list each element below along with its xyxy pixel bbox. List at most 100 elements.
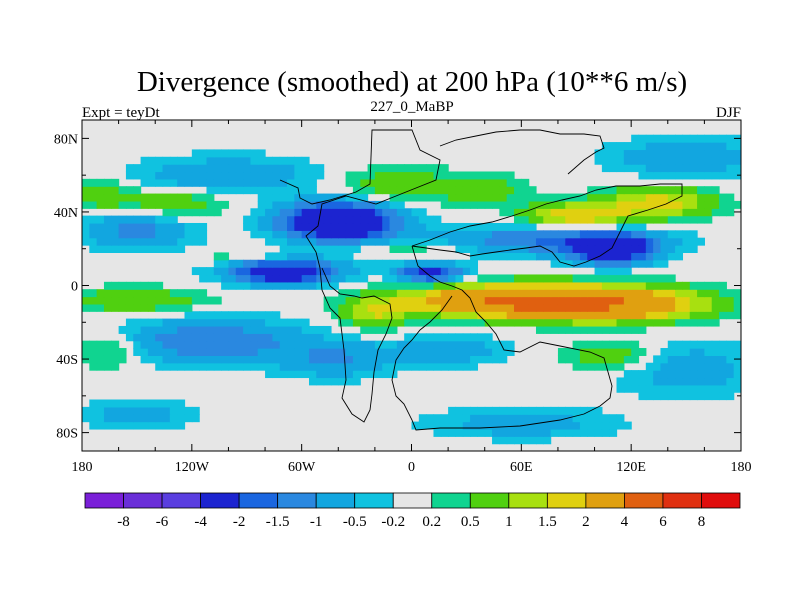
field-cell [484,289,493,298]
field-cell [352,362,361,371]
field-cell [147,399,156,408]
field-cell [660,134,669,143]
field-cell [470,318,478,327]
field-cell [711,149,720,158]
field-cell [565,355,574,364]
field-cell [111,200,120,209]
field-cell [279,362,288,371]
field-cell [287,193,295,202]
field-cell [257,208,266,217]
field-cell [535,406,544,415]
field-cell [543,281,552,290]
field-cell [308,178,317,187]
field-cell [199,318,208,327]
field-cell [308,362,317,371]
field-cell [140,414,149,423]
field-cell [675,237,684,246]
field-cell [587,348,596,356]
field-cell [543,208,552,217]
field-cell [550,303,559,312]
field-cell [177,171,186,180]
field-cell [169,348,178,356]
field-cell [396,178,405,187]
field-cell [382,230,391,239]
field-cell [616,414,625,423]
field-cell [177,245,186,253]
field-cell [169,193,178,202]
field-cell [272,325,281,334]
field-cell [389,289,398,298]
field-cell [587,362,596,371]
field-cell [426,348,435,356]
field-cell [133,193,142,202]
field-cell [579,237,588,246]
field-cell [689,171,698,180]
field-cell [272,355,281,364]
field-cell [492,414,500,423]
field-cell [660,215,669,224]
field-cell [272,186,281,195]
field-cell [689,340,698,349]
field-cell [103,222,112,231]
field-cell [352,193,361,202]
field-cell [191,208,200,217]
field-cell [199,164,208,173]
field-cell [616,222,625,231]
field-cell [308,348,317,356]
field-cell [323,296,332,305]
field-cell [594,267,603,276]
field-cell [631,289,640,298]
field-cell [543,414,552,423]
field-cell [719,370,727,379]
field-cell [565,281,574,290]
field-cell [572,289,581,298]
field-cell [323,348,332,356]
field-cell [697,384,705,393]
field-cell [726,384,735,393]
field-cell [96,362,105,371]
field-cell [389,215,398,224]
field-cell [250,178,259,187]
field-cell [191,267,200,276]
field-cell [528,200,537,209]
field-cell [294,222,303,231]
field-cell [543,245,552,253]
field-cell [550,421,559,430]
field-cell [323,245,332,253]
field-cell [506,348,515,356]
field-cell [221,259,230,268]
field-cell [579,208,588,217]
field-cell [726,171,735,180]
field-cell [470,414,478,423]
field-cell [265,200,273,209]
field-cell [257,340,266,349]
field-cell [440,333,449,342]
field-cell [345,237,354,246]
field-cell [572,318,581,327]
field-cell [572,325,581,334]
field-cell [492,222,500,231]
field-cell [623,208,632,217]
field-cell [125,421,134,430]
field-cell [689,215,698,224]
field-cell [82,406,90,415]
field-cell [704,208,713,217]
field-cell [675,311,684,320]
field-cell [82,348,90,356]
field-cell [294,333,303,342]
field-cell [177,355,186,364]
field-cell [455,414,464,423]
field-cell [440,318,449,327]
field-cell [118,355,127,364]
field-cell [550,325,559,334]
field-cell [528,421,537,430]
field-cell [645,230,654,239]
field-cell [367,200,376,209]
field-cell [191,193,200,202]
field-cell [638,274,647,283]
field-cell [301,259,310,268]
field-cell [191,230,200,239]
field-cell [162,171,171,180]
field-cell [667,370,676,379]
field-cell [140,421,149,430]
